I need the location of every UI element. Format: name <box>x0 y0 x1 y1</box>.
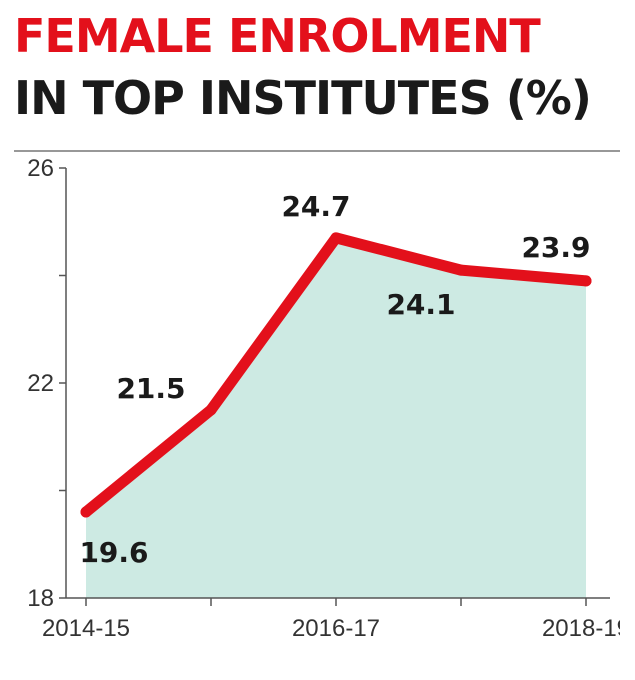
data-label: 24.1 <box>386 288 455 321</box>
chart-svg: 18 22 26 2014-15 2016-17 2018-19 19.6 21.5 24.7 2… <box>14 150 620 642</box>
y-tick-label: 26 <box>27 155 54 182</box>
data-label: 21.5 <box>116 372 185 405</box>
data-label: 19.6 <box>79 536 148 569</box>
x-tick-label: 2016-17 <box>292 615 380 642</box>
chart-title-line-1: FEMALE ENROLMENT <box>14 9 541 63</box>
data-label: 24.7 <box>281 190 350 223</box>
x-tick-label: 2014-15 <box>42 615 130 642</box>
y-tick-label: 22 <box>27 370 54 397</box>
data-point <box>80 506 92 518</box>
data-point <box>330 232 342 244</box>
data-label: 23.9 <box>521 231 590 264</box>
chart-title: FEMALE ENROLMENT IN TOP INSTITUTES (%) <box>14 10 614 124</box>
series-area <box>86 237 586 598</box>
chart-area: 18 22 26 2014-15 2016-17 2018-19 19.6 21.5 24.7 2… <box>14 150 620 680</box>
data-point <box>580 275 592 287</box>
chart-title-line-2: IN TOP INSTITUTES (%) <box>14 71 592 125</box>
data-point <box>455 264 467 276</box>
x-tick-label: 2018-19 <box>542 615 620 642</box>
y-tick-label: 18 <box>27 585 54 612</box>
data-point <box>205 404 217 416</box>
